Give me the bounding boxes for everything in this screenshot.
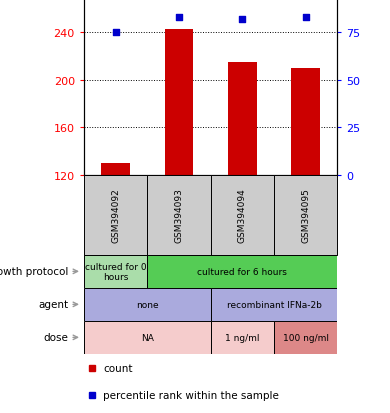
Bar	[228, 63, 257, 176]
Text: percentile rank within the sample: percentile rank within the sample	[103, 390, 279, 400]
Bar	[84, 321, 211, 354]
Text: GSM394092: GSM394092	[111, 188, 120, 243]
Point	[239, 17, 245, 23]
Bar	[291, 69, 320, 176]
Bar	[101, 164, 130, 176]
Text: count: count	[103, 363, 133, 373]
Text: 1 ng/ml: 1 ng/ml	[225, 333, 259, 342]
Bar	[84, 255, 147, 288]
Text: NA: NA	[141, 333, 154, 342]
Text: cultured for 0
hours: cultured for 0 hours	[85, 262, 146, 281]
Bar	[274, 321, 337, 354]
Bar	[147, 255, 337, 288]
Bar	[211, 176, 274, 255]
Bar	[211, 288, 337, 321]
Bar	[84, 176, 147, 255]
Text: GSM394093: GSM394093	[174, 188, 183, 243]
Bar	[274, 176, 337, 255]
Point	[303, 15, 309, 21]
Text: none: none	[136, 300, 159, 309]
Bar	[211, 321, 274, 354]
Text: growth protocol: growth protocol	[0, 267, 68, 277]
Bar	[165, 30, 193, 176]
Text: cultured for 6 hours: cultured for 6 hours	[197, 267, 287, 276]
Bar	[147, 176, 211, 255]
Point	[176, 15, 182, 21]
Text: GSM394094: GSM394094	[238, 188, 247, 243]
Point	[112, 30, 119, 37]
Text: GSM394095: GSM394095	[301, 188, 310, 243]
Text: recombinant IFNa-2b: recombinant IFNa-2b	[227, 300, 321, 309]
Text: agent: agent	[38, 300, 68, 310]
Text: dose: dose	[43, 332, 68, 342]
Bar	[84, 288, 211, 321]
Text: 100 ng/ml: 100 ng/ml	[283, 333, 329, 342]
